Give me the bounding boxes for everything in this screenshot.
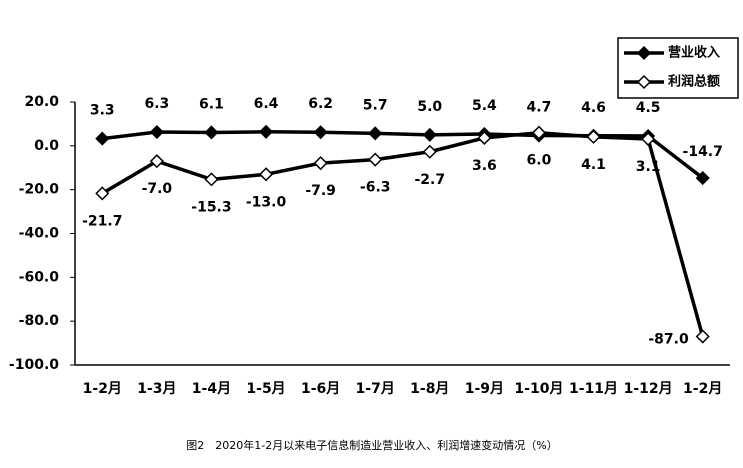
y-tick-label: -40.0	[19, 226, 60, 242]
data-label: 6.1	[199, 96, 224, 112]
data-label: 5.4	[472, 98, 497, 114]
data-label: -87.0	[648, 332, 689, 348]
legend-label: 利润总额	[668, 74, 720, 90]
data-label: 3.3	[90, 103, 115, 119]
data-point	[586, 129, 601, 144]
data-label: 5.7	[363, 97, 388, 113]
data-point	[477, 130, 492, 146]
data-label: 4.5	[636, 100, 661, 116]
data-point	[422, 144, 437, 159]
data-label: 3.6	[472, 158, 497, 174]
x-tick-label: 1-11月	[569, 381, 618, 397]
data-point	[641, 131, 656, 147]
data-point	[149, 154, 164, 169]
x-tick-label: 1-10月	[514, 381, 563, 397]
legend-label: 营业收入	[668, 45, 720, 61]
data-label: 4.6	[581, 100, 606, 116]
x-tick-label: 1-6月	[301, 381, 340, 397]
x-tick-label: 1-7月	[356, 381, 395, 397]
data-label: -6.3	[360, 180, 391, 196]
data-label: 4.1	[581, 157, 606, 173]
x-tick-label: 1-2月	[83, 381, 122, 397]
data-point	[95, 186, 110, 201]
data-label: -7.9	[305, 183, 336, 199]
data-label: 6.0	[527, 153, 552, 169]
data-label: 4.7	[527, 100, 552, 116]
x-tick-label: 1-4月	[192, 381, 231, 397]
data-point	[204, 125, 219, 140]
y-tick-label: -20.0	[19, 182, 60, 198]
legend-marker	[636, 45, 652, 61]
legend-marker	[636, 74, 652, 90]
series-line	[101, 130, 705, 337]
data-point	[95, 131, 110, 146]
y-tick-label: 0.0	[34, 138, 59, 154]
data-label: -21.7	[82, 213, 122, 229]
data-point	[258, 167, 274, 182]
x-tick-label: 1-12月	[624, 381, 673, 397]
data-point	[695, 329, 710, 344]
y-tick-label: 20.0	[24, 94, 59, 110]
x-tick-label: 1-5月	[246, 381, 285, 397]
data-label: -7.0	[142, 181, 173, 197]
x-tick-label: 1-2月	[683, 381, 722, 397]
y-tick-label: -60.0	[19, 269, 60, 285]
x-tick-label: 1-9月	[465, 381, 504, 397]
data-point	[422, 127, 437, 142]
data-label: -15.3	[191, 199, 231, 215]
data-label: 5.0	[417, 99, 442, 115]
data-point	[313, 156, 328, 171]
y-tick-label: -100.0	[9, 357, 59, 373]
data-label: 6.2	[308, 96, 333, 112]
data-point	[368, 152, 383, 167]
data-label: 6.4	[254, 96, 279, 112]
data-point	[258, 124, 274, 139]
data-point	[313, 125, 328, 140]
data-point	[149, 124, 164, 140]
x-tick-label: 1-8月	[410, 381, 449, 397]
data-point	[368, 126, 383, 141]
data-label: 3.1	[636, 159, 661, 175]
data-label: -13.0	[246, 194, 287, 210]
x-tick-label: 1-3月	[137, 381, 176, 397]
data-point	[695, 170, 710, 186]
data-label: -14.7	[683, 144, 723, 160]
data-label: 6.3	[144, 96, 169, 112]
data-point	[531, 125, 547, 140]
data-point	[204, 172, 219, 187]
legend-box	[617, 37, 739, 99]
data-label: -2.7	[414, 172, 445, 188]
chart-title: 图2 2020年1-2月以来电子信息制造业营业收入、利润增速变动情况（%）	[186, 438, 557, 452]
y-tick-label: -80.0	[19, 313, 60, 329]
